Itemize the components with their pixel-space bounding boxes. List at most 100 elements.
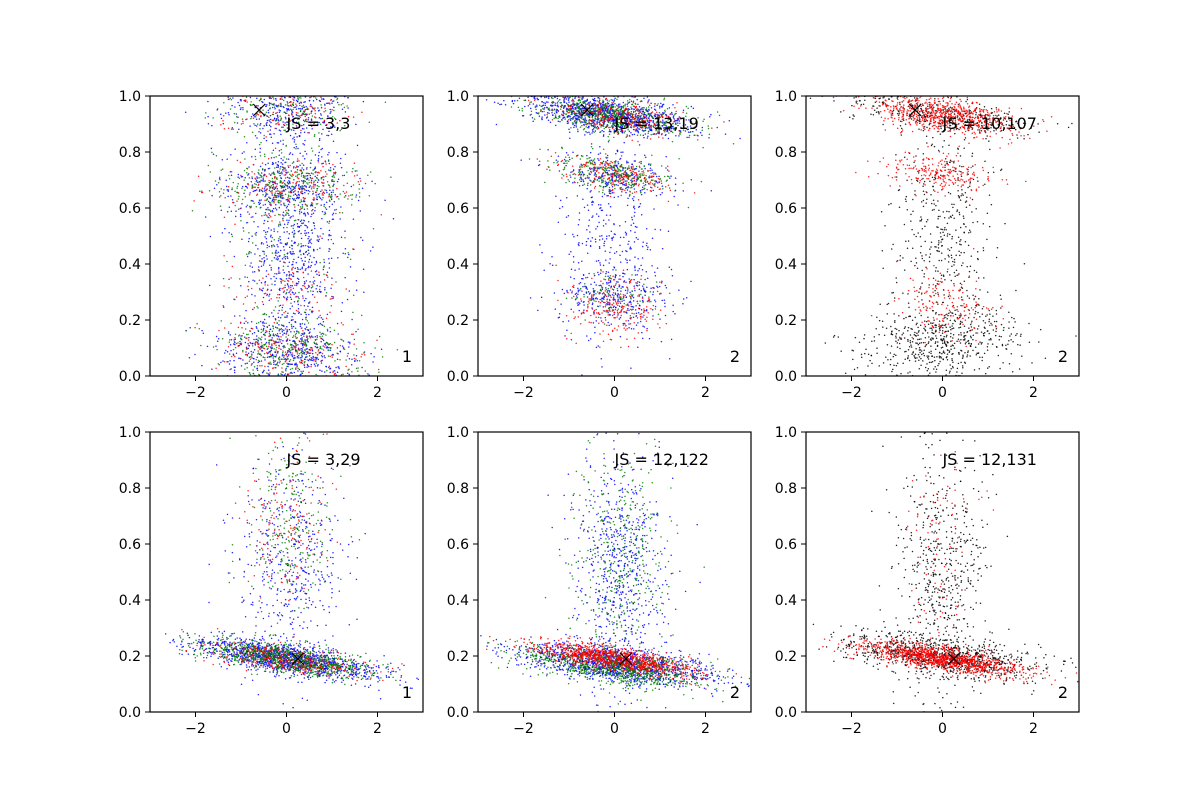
point	[220, 114, 222, 116]
point	[321, 98, 323, 100]
point	[285, 328, 287, 330]
point	[709, 116, 711, 118]
point	[353, 294, 355, 296]
point	[347, 107, 349, 109]
point	[311, 105, 313, 107]
point	[582, 179, 584, 181]
point	[298, 331, 300, 333]
point	[305, 342, 307, 344]
point	[328, 251, 330, 253]
point	[283, 249, 285, 251]
point	[286, 329, 288, 331]
point	[237, 342, 239, 344]
point	[672, 104, 674, 106]
point	[276, 185, 278, 187]
point	[307, 212, 309, 214]
point	[246, 367, 248, 369]
point	[240, 107, 242, 109]
point	[626, 180, 628, 182]
point	[262, 287, 264, 289]
point	[283, 168, 285, 170]
point	[559, 170, 561, 172]
point	[569, 131, 571, 133]
point	[666, 287, 668, 289]
point	[316, 335, 318, 337]
point	[296, 285, 298, 287]
point	[547, 149, 549, 151]
point	[608, 203, 610, 205]
point	[576, 292, 578, 294]
point	[297, 267, 299, 269]
point	[616, 281, 618, 283]
point	[304, 230, 306, 232]
point	[306, 280, 308, 282]
point	[567, 121, 569, 123]
point	[612, 186, 614, 188]
point	[234, 106, 236, 108]
point	[252, 113, 254, 115]
point	[272, 163, 274, 165]
point	[523, 115, 525, 117]
point	[555, 125, 557, 127]
point	[301, 327, 303, 329]
point	[269, 264, 271, 266]
point	[242, 227, 244, 229]
point	[634, 256, 636, 258]
point	[273, 201, 275, 203]
point	[276, 244, 278, 246]
point	[298, 243, 300, 245]
point	[642, 246, 644, 248]
point	[629, 259, 631, 261]
point	[328, 349, 330, 351]
point	[282, 340, 284, 342]
point	[570, 176, 572, 178]
point	[283, 287, 285, 289]
point	[355, 124, 357, 126]
point	[323, 111, 325, 113]
point	[255, 159, 257, 161]
point	[298, 298, 300, 300]
point	[238, 174, 240, 176]
point	[271, 157, 273, 159]
point	[324, 211, 326, 213]
point	[289, 192, 291, 194]
point	[295, 185, 297, 187]
point	[274, 343, 276, 345]
point	[254, 280, 256, 282]
point	[282, 353, 284, 355]
point	[643, 289, 645, 291]
point	[364, 351, 366, 353]
point	[292, 356, 294, 358]
point	[303, 107, 305, 109]
point	[279, 221, 281, 223]
point	[333, 110, 335, 112]
point	[229, 339, 231, 341]
point	[304, 359, 306, 361]
point	[600, 152, 602, 154]
point	[259, 288, 261, 290]
point	[216, 184, 218, 186]
point	[322, 318, 324, 320]
point	[239, 278, 241, 280]
point	[292, 368, 294, 370]
point	[365, 183, 367, 185]
point	[546, 117, 548, 119]
point	[257, 344, 259, 346]
point	[265, 164, 267, 166]
point	[272, 210, 274, 212]
point	[308, 190, 310, 192]
point	[281, 152, 283, 154]
point	[603, 161, 605, 163]
point	[304, 209, 306, 211]
point	[291, 324, 293, 326]
point	[295, 171, 297, 173]
point	[273, 359, 275, 361]
point	[594, 282, 596, 284]
point	[314, 228, 316, 230]
point	[619, 254, 621, 256]
point	[662, 185, 664, 187]
point	[261, 350, 263, 352]
point	[286, 278, 288, 280]
point	[270, 354, 272, 356]
point	[582, 122, 584, 124]
